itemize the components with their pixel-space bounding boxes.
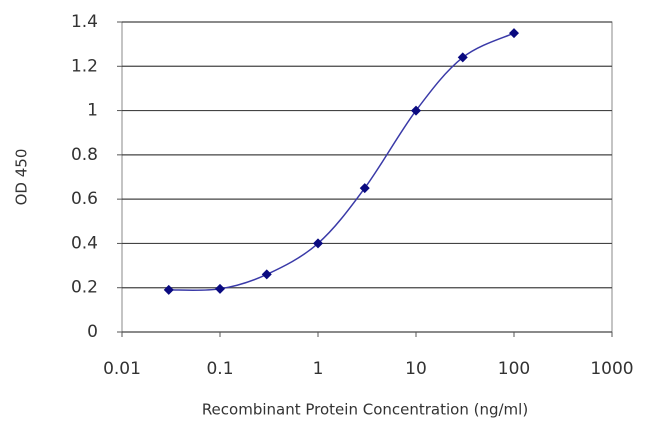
y-tick-label: 0 (87, 322, 98, 342)
y-tick-label: 1 (87, 101, 98, 121)
x-tick-label: 1 (313, 359, 324, 379)
data-point (359, 183, 370, 194)
y-tick-label: 0.2 (71, 278, 98, 298)
data-point (261, 269, 272, 280)
x-tick-label: 0.01 (103, 359, 141, 379)
data-point (411, 105, 421, 116)
data-point (163, 284, 174, 295)
x-tick-label: 100 (498, 359, 530, 379)
y-tick-label: 0.8 (71, 145, 98, 165)
y-axis-title: OD 450 (13, 149, 31, 206)
data-point (215, 283, 225, 294)
y-tick-label: 1.2 (71, 56, 98, 76)
x-tick-label: 0.1 (206, 359, 233, 379)
data-point (509, 28, 519, 39)
y-tick-label: 0.4 (71, 233, 98, 253)
y-tick-label: 1.4 (71, 12, 98, 32)
series-line (168, 32, 515, 292)
data-point (457, 52, 468, 63)
x-tick-label: 10 (405, 359, 427, 379)
x-axis-title: Recombinant Protein Concentration (ng/ml… (202, 401, 528, 419)
x-tick-label: 1000 (590, 359, 633, 379)
y-tick-label: 0.6 (71, 189, 98, 209)
data-point (313, 238, 323, 249)
plot-frame (121, 21, 613, 333)
